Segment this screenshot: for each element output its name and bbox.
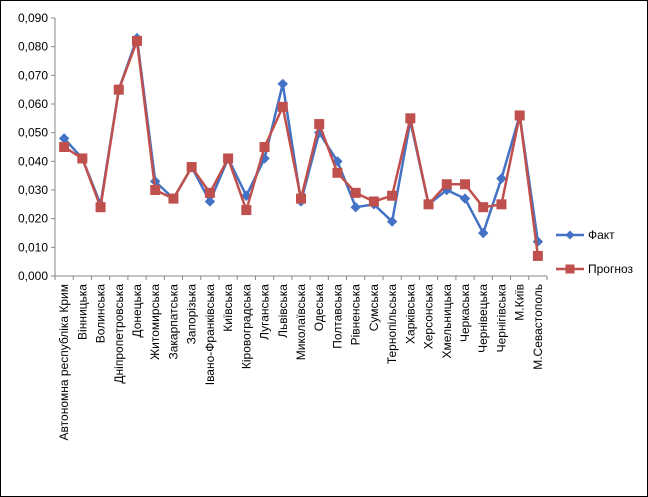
x-category-label: Львівська xyxy=(276,284,290,338)
data-point-marker xyxy=(368,196,379,207)
data-point-marker xyxy=(77,153,88,164)
x-category-label: М.Київ xyxy=(513,284,527,321)
legend: Факт Прогноз xyxy=(556,228,634,276)
x-category-label: Волинська xyxy=(94,284,108,344)
legend-label: Прогноз xyxy=(588,262,634,276)
x-category-label: Рівненська xyxy=(349,284,363,346)
x-category-label: Луганська xyxy=(258,284,272,340)
data-point-marker xyxy=(259,142,270,152)
x-category-label: Хмельницька xyxy=(440,284,454,359)
data-point-marker xyxy=(496,173,507,184)
x-category-label: Київська xyxy=(221,284,235,332)
x-category-label: Івано-Франківська xyxy=(203,284,217,386)
data-point-marker xyxy=(150,185,161,195)
data-point-marker xyxy=(95,202,106,213)
x-category-label: Житомирська xyxy=(148,284,162,360)
series-1 xyxy=(58,32,544,247)
data-point-marker xyxy=(314,119,325,130)
data-point-marker xyxy=(350,187,361,198)
y-axis: 0,000 0,010 0,020 0,030 0,040 0,050 0,060 0,070… xyxy=(18,11,56,283)
series-2 xyxy=(59,35,543,261)
data-point-marker xyxy=(387,190,398,201)
y-tick-label: 0,020 xyxy=(18,212,48,226)
x-category-label: Донецька xyxy=(130,284,144,338)
x-category-label: Кіровоградська xyxy=(239,284,253,369)
data-point-marker xyxy=(441,179,452,190)
x-category-label: Вінницька xyxy=(75,284,89,340)
x-category-label: Полтавська xyxy=(330,284,344,349)
y-tick-label: 0,060 xyxy=(18,97,48,111)
data-point-marker xyxy=(113,84,124,95)
x-axis: Автономна республіка Крим Вінницька Волинс… xyxy=(54,275,548,440)
x-category-label: Херсонська xyxy=(422,284,436,350)
x-category-label: Харківська xyxy=(403,284,417,344)
x-category-label: Миколаївська xyxy=(294,284,308,361)
data-point-marker xyxy=(59,142,70,152)
x-category-label: Автономна республіка Крим xyxy=(57,284,71,440)
x-category-label: Чернівецька xyxy=(476,284,490,353)
y-tick-label: 0,040 xyxy=(18,154,48,168)
y-tick-label: 0,090 xyxy=(18,11,48,25)
y-tick-label: 0,010 xyxy=(18,240,48,254)
x-category-label: Тернопільська xyxy=(385,284,399,364)
legend-marker xyxy=(565,230,575,240)
data-point-marker xyxy=(204,187,215,198)
legend-label: Факт xyxy=(588,228,615,242)
x-category-label: Запорізька xyxy=(185,284,199,345)
y-tick-label: 0,000 xyxy=(18,269,48,283)
x-category-label: Закарпатська xyxy=(166,284,180,360)
series-line xyxy=(63,39,540,257)
data-point-marker xyxy=(496,199,507,210)
data-point-marker xyxy=(223,153,234,164)
legend-marker xyxy=(565,264,575,274)
x-category-label: М.Севастополь xyxy=(531,284,545,370)
data-point-marker xyxy=(478,227,489,239)
data-point-marker xyxy=(204,196,216,207)
data-point-marker xyxy=(332,167,343,178)
y-tick-label: 0,070 xyxy=(18,68,48,82)
data-point-marker xyxy=(405,113,416,124)
data-point-marker xyxy=(132,35,142,46)
data-point-marker xyxy=(186,162,197,173)
series-line xyxy=(63,36,540,242)
data-point-marker xyxy=(277,78,288,90)
data-point-marker xyxy=(423,199,434,210)
y-tick-label: 0,080 xyxy=(18,40,48,54)
x-category-label: Черкаська xyxy=(458,284,472,342)
legend-entry: Факт xyxy=(556,228,615,242)
data-point-marker xyxy=(478,202,489,213)
data-point-marker xyxy=(532,250,543,261)
x-category-label: Одеська xyxy=(312,284,326,332)
x-category-label: Дніпропетровська xyxy=(112,284,126,384)
data-point-marker xyxy=(514,110,525,121)
y-tick-label: 0,050 xyxy=(18,126,48,140)
data-point-marker xyxy=(386,216,398,227)
data-point-marker xyxy=(296,193,306,204)
x-category-label: Чернігівська xyxy=(494,284,508,353)
data-point-marker xyxy=(168,193,179,204)
y-tick-label: 0,030 xyxy=(18,183,48,197)
data-point-marker xyxy=(241,205,252,216)
data-point-marker xyxy=(350,201,361,213)
legend-entry: Прогноз xyxy=(556,262,634,276)
series-layer xyxy=(58,32,544,261)
data-point-marker xyxy=(277,101,288,112)
data-point-marker xyxy=(459,193,471,204)
x-category-label: Сумська xyxy=(367,284,381,332)
data-point-marker xyxy=(460,179,470,190)
